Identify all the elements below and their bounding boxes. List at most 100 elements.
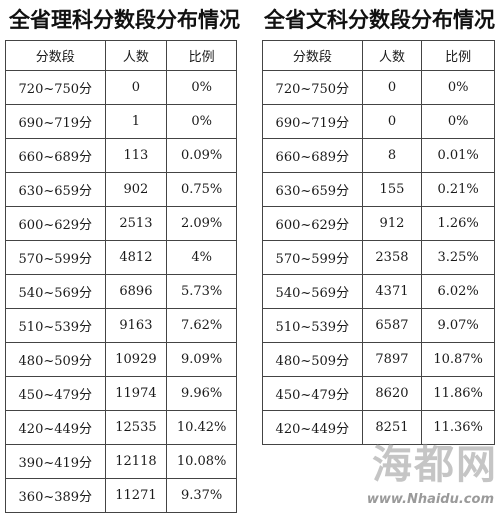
table-header-row: 分数段 人数 比例: [5, 40, 237, 71]
ratio-cell: 9.07%: [421, 308, 495, 343]
count-cell: 113: [104, 138, 168, 173]
liberal-arts-score-table: 分数段 人数 比例 720~750分 0 0% 690~719分 0 0% 660~689分…: [262, 40, 495, 445]
count-cell: 0: [361, 70, 423, 105]
count-cell: 12535: [104, 410, 168, 445]
science-panel: 全省理科分数段分布情况 分数段 人数 比例 720~750分 0 0% 690~719…: [5, 0, 240, 513]
score-range-cell: 360~389分: [5, 478, 106, 513]
score-range-cell: 660~689分: [5, 138, 106, 173]
count-cell: 155: [361, 172, 423, 207]
table-row: 630~659分 155 0.21%: [262, 172, 495, 207]
table-row: 660~689分 113 0.09%: [5, 138, 237, 173]
watermark-logo: 海都网: [372, 441, 498, 488]
score-range-cell: 480~509分: [262, 342, 363, 377]
score-range-cell: 480~509分: [5, 342, 106, 377]
count-cell: 912: [361, 206, 423, 241]
score-range-cell: 390~419分: [5, 444, 106, 479]
ratio-cell: 0.21%: [421, 172, 495, 207]
ratio-cell: 2.09%: [166, 206, 237, 241]
count-cell: 0: [361, 104, 423, 139]
score-range-cell: 690~719分: [5, 104, 106, 139]
count-cell: 2358: [361, 240, 423, 275]
ratio-cell: 7.62%: [166, 308, 237, 343]
table-row: 660~689分 8 0.01%: [262, 138, 495, 173]
table-row: 420~449分 12535 10.42%: [5, 410, 237, 445]
table-row: 510~539分 9163 7.62%: [5, 308, 237, 343]
ratio-cell: 9.96%: [166, 376, 237, 411]
score-range-cell: 510~539分: [262, 308, 363, 343]
ratio-cell: 0%: [166, 104, 237, 139]
score-range-cell: 570~599分: [262, 240, 363, 275]
table-row: 420~449分 8251 11.36%: [262, 410, 495, 445]
ratio-cell: 0.09%: [166, 138, 237, 173]
count-cell: 6587: [361, 308, 423, 343]
ratio-cell: 0%: [421, 70, 495, 105]
science-score-table: 分数段 人数 比例 720~750分 0 0% 690~719分 1 0% 660~689分…: [5, 40, 237, 513]
table-row: 480~509分 10929 9.09%: [5, 342, 237, 377]
table-row: 690~719分 0 0%: [262, 104, 495, 139]
score-range-cell: 660~689分: [262, 138, 363, 173]
ratio-cell: 10.08%: [166, 444, 237, 479]
header-score-range: 分数段: [5, 40, 106, 71]
count-cell: 4812: [104, 240, 168, 275]
ratio-cell: 0.75%: [166, 172, 237, 207]
score-range-cell: 540~569分: [262, 274, 363, 309]
score-range-cell: 600~629分: [262, 206, 363, 241]
count-cell: 6896: [104, 274, 168, 309]
liberal-arts-table-body: 720~750分 0 0% 690~719分 0 0% 660~689分 8 0.01% 630~…: [262, 70, 495, 445]
header-ratio: 比例: [421, 40, 495, 71]
count-cell: 10929: [104, 342, 168, 377]
liberal-arts-panel: 全省文科分数段分布情况 分数段 人数 比例 720~750分 0 0% 690~719…: [262, 0, 495, 445]
ratio-cell: 0%: [166, 70, 237, 105]
table-row: 360~389分 11271 9.37%: [5, 478, 237, 513]
table-row: 690~719分 1 0%: [5, 104, 237, 139]
ratio-cell: 1.26%: [421, 206, 495, 241]
score-range-cell: 720~750分: [262, 70, 363, 105]
ratio-cell: 5.73%: [166, 274, 237, 309]
ratio-cell: 4%: [166, 240, 237, 275]
score-range-cell: 630~659分: [5, 172, 106, 207]
score-range-cell: 690~719分: [262, 104, 363, 139]
score-range-cell: 420~449分: [262, 410, 363, 445]
table-row: 720~750分 0 0%: [5, 70, 237, 105]
count-cell: 9163: [104, 308, 168, 343]
table-row: 540~569分 4371 6.02%: [262, 274, 495, 309]
table-row: 480~509分 7897 10.87%: [262, 342, 495, 377]
table-row: 450~479分 11974 9.96%: [5, 376, 237, 411]
count-cell: 7897: [361, 342, 423, 377]
table-header-row: 分数段 人数 比例: [262, 40, 495, 71]
science-table-body: 720~750分 0 0% 690~719分 1 0% 660~689分 113 0.09% 63…: [5, 70, 237, 513]
score-range-cell: 600~629分: [5, 206, 106, 241]
count-cell: 8: [361, 138, 423, 173]
count-cell: 4371: [361, 274, 423, 309]
table-row: 510~539分 6587 9.07%: [262, 308, 495, 343]
table-row: 390~419分 12118 10.08%: [5, 444, 237, 479]
table-row: 570~599分 2358 3.25%: [262, 240, 495, 275]
ratio-cell: 10.42%: [166, 410, 237, 445]
score-range-cell: 420~449分: [5, 410, 106, 445]
table-row: 720~750分 0 0%: [262, 70, 495, 105]
count-cell: 12118: [104, 444, 168, 479]
header-count: 人数: [361, 40, 423, 71]
table-row: 540~569分 6896 5.73%: [5, 274, 237, 309]
ratio-cell: 9.09%: [166, 342, 237, 377]
ratio-cell: 6.02%: [421, 274, 495, 309]
score-range-cell: 450~479分: [262, 376, 363, 411]
ratio-cell: 0.01%: [421, 138, 495, 173]
count-cell: 0: [104, 70, 168, 105]
table-row: 570~599分 4812 4%: [5, 240, 237, 275]
ratio-cell: 10.87%: [421, 342, 495, 377]
table-row: 600~629分 2513 2.09%: [5, 206, 237, 241]
header-score-range: 分数段: [262, 40, 363, 71]
watermark-url: www.Nhaidu.com: [366, 492, 494, 507]
count-cell: 11271: [104, 478, 168, 513]
ratio-cell: 11.86%: [421, 376, 495, 411]
count-cell: 2513: [104, 206, 168, 241]
score-range-cell: 630~659分: [262, 172, 363, 207]
score-range-cell: 450~479分: [5, 376, 106, 411]
table-row: 450~479分 8620 11.86%: [262, 376, 495, 411]
header-ratio: 比例: [166, 40, 237, 71]
header-count: 人数: [104, 40, 168, 71]
ratio-cell: 3.25%: [421, 240, 495, 275]
science-table-title: 全省理科分数段分布情况: [9, 8, 240, 32]
count-cell: 11974: [104, 376, 168, 411]
